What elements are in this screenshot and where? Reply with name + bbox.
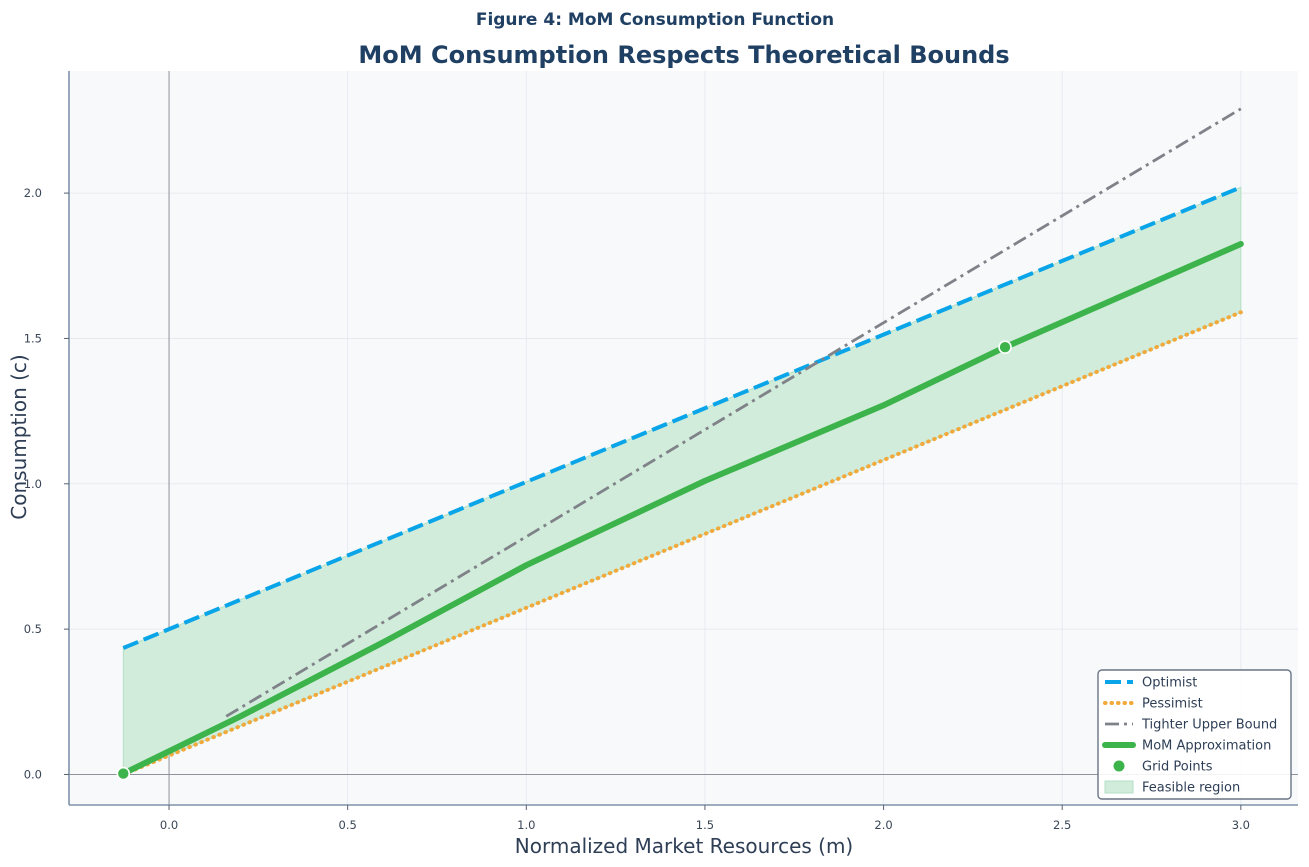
- legend-label-pessimist: Pessimist: [1142, 697, 1203, 712]
- x-tick-label: 1.0: [517, 818, 535, 832]
- y-tick-label: 1.0: [24, 477, 42, 491]
- series-line-tighter-upper-bound: [225, 107, 1242, 718]
- y-tick-label: 2.0: [24, 186, 42, 200]
- grid-point-marker: [998, 340, 1012, 354]
- y-axis-label: Consumption (c): [7, 354, 31, 519]
- legend-label-tighter-upper-bound: Tighter Upper Bound: [1141, 718, 1277, 733]
- chart-title: MoM Consumption Respects Theoretical Bou…: [358, 41, 1009, 69]
- x-tick-label: 2.5: [1053, 818, 1071, 832]
- legend-label-grid-points: Grid Points: [1142, 760, 1213, 775]
- series-line-mom-approximation: [120, 240, 1244, 777]
- series-line-optimist: [122, 185, 1242, 650]
- y-tick-label: 0.0: [24, 767, 42, 781]
- legend-label-mom-approximation: MoM Approximation: [1142, 739, 1271, 754]
- grid-point-marker: [116, 766, 131, 781]
- x-tick-label: 1.5: [696, 818, 714, 832]
- legend-swatch-grid-points: [1113, 760, 1125, 772]
- legend-label-optimist: Optimist: [1142, 676, 1197, 691]
- legend-swatch-feasible-region: [1104, 780, 1134, 794]
- legend: Optimist Pessimist Tighter Upper Bound MoM …: [1097, 669, 1292, 800]
- x-tick-label: 0.0: [160, 818, 178, 832]
- figure-title: Figure 4: MoM Consumption Function: [476, 10, 834, 30]
- x-tick-label: 3.0: [1232, 818, 1250, 832]
- legend-box: [1097, 669, 1292, 800]
- legend-label-feasible-region: Feasible region: [1142, 781, 1240, 796]
- y-tick-label: 1.5: [24, 331, 42, 345]
- y-tick-label: 0.5: [24, 622, 42, 636]
- x-tick-label: 2.0: [874, 818, 892, 832]
- series-line-pessimist: [121, 310, 1243, 777]
- x-axis-label: Normalized Market Resources (m): [515, 834, 853, 858]
- x-tick-label: 0.5: [339, 818, 357, 832]
